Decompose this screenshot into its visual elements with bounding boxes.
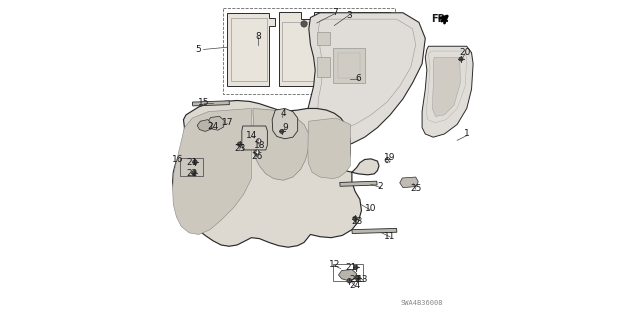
Circle shape xyxy=(355,276,360,280)
Text: 26: 26 xyxy=(251,152,262,161)
Circle shape xyxy=(254,150,259,155)
Polygon shape xyxy=(173,108,252,234)
Text: 5: 5 xyxy=(195,45,201,54)
Polygon shape xyxy=(209,116,224,130)
Text: SWA4B36008: SWA4B36008 xyxy=(401,300,444,306)
Text: 15: 15 xyxy=(198,98,209,107)
Circle shape xyxy=(385,158,390,163)
Circle shape xyxy=(193,160,197,164)
Polygon shape xyxy=(227,13,275,86)
Bar xyxy=(223,8,395,94)
Polygon shape xyxy=(252,108,309,180)
Circle shape xyxy=(257,139,261,143)
Circle shape xyxy=(353,216,357,221)
Text: 2: 2 xyxy=(378,182,383,191)
Text: 21: 21 xyxy=(346,263,357,272)
Polygon shape xyxy=(242,126,268,150)
Text: 21: 21 xyxy=(186,158,198,167)
Polygon shape xyxy=(400,177,419,188)
Text: 25: 25 xyxy=(410,184,421,193)
Text: 9: 9 xyxy=(282,123,288,132)
Circle shape xyxy=(301,21,307,27)
Polygon shape xyxy=(432,57,460,116)
Text: 17: 17 xyxy=(221,118,233,127)
Polygon shape xyxy=(422,46,473,137)
Polygon shape xyxy=(307,13,425,147)
Text: 3: 3 xyxy=(346,11,351,20)
Bar xyxy=(180,158,203,176)
Polygon shape xyxy=(333,48,365,83)
Polygon shape xyxy=(278,12,390,86)
Polygon shape xyxy=(340,181,377,186)
Text: 19: 19 xyxy=(384,153,396,162)
Text: 12: 12 xyxy=(329,260,340,269)
Text: 8: 8 xyxy=(255,32,260,41)
Polygon shape xyxy=(317,57,330,77)
Polygon shape xyxy=(193,101,229,106)
Circle shape xyxy=(237,142,242,146)
Text: 24: 24 xyxy=(349,281,361,290)
Text: 22: 22 xyxy=(349,275,361,284)
Text: 1: 1 xyxy=(464,130,470,138)
Text: 24: 24 xyxy=(207,122,219,130)
Circle shape xyxy=(347,278,351,283)
Polygon shape xyxy=(339,270,356,281)
Circle shape xyxy=(353,265,358,270)
Circle shape xyxy=(459,57,463,61)
Text: 7: 7 xyxy=(332,8,338,17)
Text: 4: 4 xyxy=(280,109,286,118)
Bar xyxy=(333,264,363,281)
Text: 14: 14 xyxy=(246,131,257,140)
Text: 23: 23 xyxy=(234,144,245,153)
Text: 18: 18 xyxy=(253,141,265,150)
Text: FR.: FR. xyxy=(431,14,449,24)
Text: 23: 23 xyxy=(351,217,362,226)
Polygon shape xyxy=(317,32,330,45)
Polygon shape xyxy=(352,228,397,234)
Text: 6: 6 xyxy=(355,74,361,83)
Text: 16: 16 xyxy=(172,155,184,164)
Text: 10: 10 xyxy=(365,204,376,213)
Polygon shape xyxy=(308,118,350,179)
Polygon shape xyxy=(173,100,379,247)
Text: 11: 11 xyxy=(385,232,396,241)
Polygon shape xyxy=(197,120,212,131)
Circle shape xyxy=(192,171,196,175)
Circle shape xyxy=(280,130,284,133)
Polygon shape xyxy=(272,108,298,139)
Text: 20: 20 xyxy=(460,48,471,57)
Text: 22: 22 xyxy=(186,169,197,178)
Text: 13: 13 xyxy=(357,275,369,284)
